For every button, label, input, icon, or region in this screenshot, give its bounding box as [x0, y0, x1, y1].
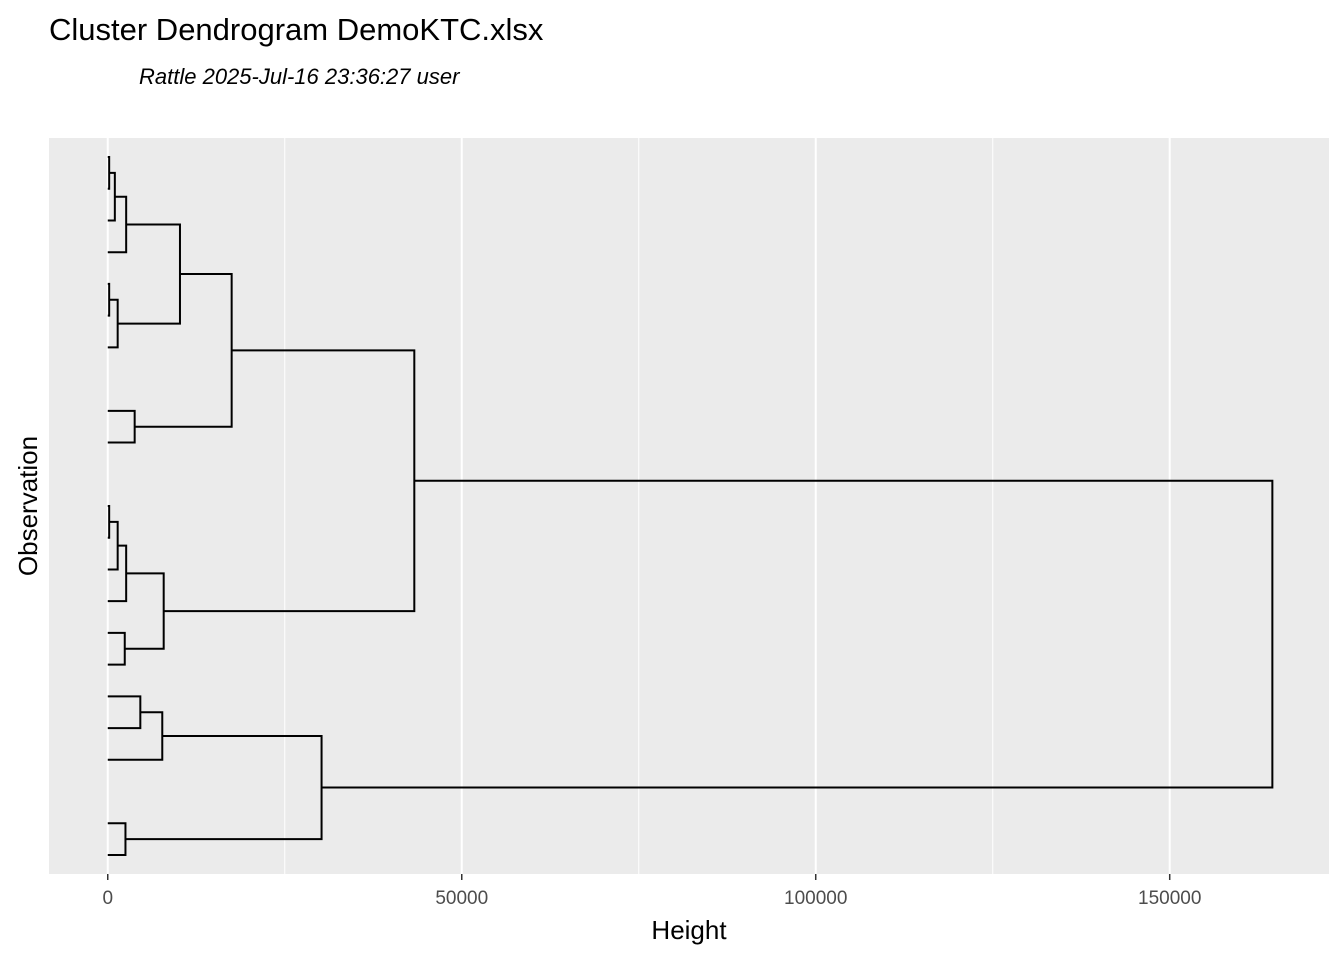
chart-subtitle: Rattle 2025-Jul-16 23:36:27 user [139, 64, 460, 89]
x-tick-label: 150000 [1138, 888, 1201, 909]
chart-title: Cluster Dendrogram DemoKTC.xlsx [49, 12, 544, 47]
dendrogram-branches [107, 156, 1274, 856]
x-tick-label: 100000 [784, 888, 847, 909]
dendrogram-merge-13 [107, 711, 164, 761]
x-tick-label: 50000 [435, 888, 488, 909]
x-axis: 0 50000 100000 150000 [102, 874, 1201, 909]
dendrogram-merge-7 [107, 195, 128, 254]
dendrogram-merge-14 [124, 572, 165, 650]
plot-panel [49, 138, 1329, 874]
x-tick-label: 0 [102, 888, 113, 909]
dendrogram-merge-15 [117, 223, 181, 325]
dendrogram-merge-10 [107, 822, 127, 856]
grid-lines [106, 138, 1171, 874]
dendrogram-merge-17 [125, 735, 323, 841]
y-axis-title: Observation [13, 436, 43, 576]
dendrogram-merge-8 [107, 544, 128, 603]
dendrogram-merge-19 [321, 479, 1274, 789]
x-axis-title: Height [651, 915, 727, 945]
dendrogram-merge-9 [107, 631, 126, 666]
dendrogram-merge-12 [107, 695, 142, 730]
